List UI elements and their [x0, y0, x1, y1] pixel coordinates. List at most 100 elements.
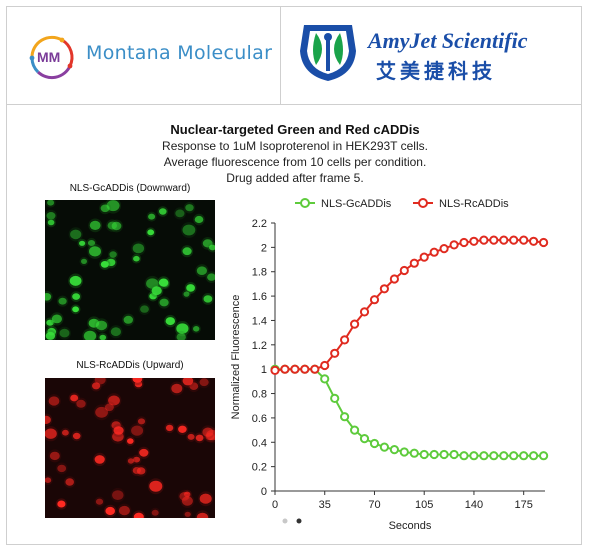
- cell-nucleus: [123, 315, 133, 324]
- red-series-point: [539, 237, 549, 248]
- cell-nucleus: [182, 224, 196, 236]
- green-series-point: [529, 451, 539, 461]
- cell-nucleus: [70, 394, 79, 402]
- red-series-point: [499, 235, 509, 245]
- page-indicator-dot: [282, 518, 288, 524]
- red-series-point: [439, 244, 449, 254]
- y-axis-label: Normalized Fluorescence: [230, 295, 242, 420]
- figure-frame: [6, 6, 582, 545]
- red-series-point: [509, 235, 519, 245]
- green-series-point: [519, 451, 529, 461]
- cell-nucleus: [175, 209, 185, 218]
- red-series-point: [369, 295, 380, 305]
- cell-nucleus: [72, 293, 80, 300]
- cell-nucleus: [202, 427, 214, 437]
- red-series-point: [459, 237, 469, 248]
- green-series-point: [350, 425, 360, 435]
- red-series-point: [310, 364, 320, 374]
- legend-item-red-series: NLS-RcADDis: [413, 198, 509, 210]
- cell-nucleus: [72, 306, 79, 313]
- x-tick-label: 70: [368, 499, 380, 511]
- cell-nucleus: [95, 498, 104, 505]
- cell-nucleus: [118, 505, 130, 516]
- green-series-point: [459, 451, 469, 461]
- cell-nucleus: [137, 418, 146, 425]
- cell-nucleus: [207, 273, 215, 281]
- cell-nucleus: [131, 425, 144, 436]
- cell-nucleus: [83, 330, 97, 340]
- green-series-line: [275, 368, 544, 457]
- cell-nucleus: [187, 433, 195, 440]
- cell-nucleus: [100, 261, 109, 268]
- cell-nucleus: [195, 434, 204, 442]
- cell-nucleus: [45, 331, 56, 340]
- cell-nucleus: [193, 326, 200, 332]
- red-series-point: [449, 240, 459, 250]
- y-tick-label: 1.2: [252, 340, 267, 352]
- green-image-label: NLS-GcADDis (Downward): [69, 183, 191, 194]
- cell-nucleus: [69, 275, 82, 286]
- cell-nucleus: [133, 456, 141, 463]
- logo-row: [6, 6, 582, 105]
- cell-nucleus: [47, 219, 55, 226]
- red-series-point: [290, 364, 300, 374]
- y-tick-label: 0: [261, 486, 267, 498]
- cell-nucleus: [159, 208, 167, 215]
- cell-nucleus: [62, 429, 69, 436]
- red-series-point: [350, 319, 360, 329]
- cell-nucleus: [196, 512, 209, 518]
- figure-title: Nuclear-targeted Green and Red cADDis: [170, 122, 420, 137]
- red-series-point: [320, 360, 330, 371]
- cell-nucleus: [100, 204, 110, 213]
- cell-nucleus: [58, 297, 67, 305]
- cell-nucleus: [181, 496, 193, 506]
- cell-nucleus: [132, 378, 143, 383]
- montana-molecular-logo-icon: MM: [29, 35, 74, 80]
- green-series-point: [539, 451, 549, 461]
- red-series-point: [429, 247, 439, 257]
- cell-nucleus: [45, 415, 51, 424]
- green-series-point: [419, 449, 429, 460]
- cell-nucleus: [94, 455, 105, 464]
- cell-nucleus: [158, 278, 169, 287]
- cell-nucleus: [178, 425, 187, 433]
- cell-nucleus: [109, 251, 117, 258]
- red-series-point: [330, 348, 340, 358]
- cell-nucleus: [112, 490, 124, 500]
- amyjet-name: AmyJet Scientific: [368, 28, 528, 53]
- legend-label: NLS-RcADDis: [439, 198, 509, 210]
- cell-nucleus: [149, 480, 163, 492]
- red-series-point: [409, 258, 419, 268]
- cell-nucleus: [70, 229, 82, 240]
- red-microscopy-image: [45, 378, 215, 518]
- green-series-point: [409, 448, 419, 458]
- red-series-point: [529, 236, 539, 246]
- cell-nucleus: [182, 378, 194, 386]
- cell-nucleus: [199, 378, 209, 387]
- green-series-point: [369, 438, 380, 449]
- fluorescence-line-chart: 0 0.2 0.4 0.6 0.8 1 1.2 1.4 1.6 1.8 2 2.2 0 35 70 105 14…: [230, 198, 549, 532]
- cell-nucleus: [151, 286, 162, 296]
- cell-nucleus: [127, 458, 134, 464]
- amyjet-chinese-name: 艾美捷科技: [376, 59, 496, 83]
- cell-nucleus: [199, 493, 212, 504]
- cell-nucleus: [182, 247, 192, 256]
- cell-nucleus: [46, 212, 56, 220]
- x-axis-label: Seconds: [389, 520, 432, 532]
- cell-nucleus: [176, 333, 186, 340]
- cell-nucleus: [203, 295, 213, 303]
- cell-nucleus: [48, 396, 60, 406]
- y-tick-label: 0.4: [252, 437, 267, 449]
- amyjet-logo-icon: [300, 25, 356, 81]
- red-series-point: [359, 307, 370, 317]
- green-series-point: [499, 451, 509, 461]
- cell-nucleus: [110, 327, 121, 337]
- cell-nucleus: [45, 293, 52, 301]
- cell-nucleus: [89, 220, 101, 230]
- red-series-point: [340, 335, 350, 345]
- cell-nucleus: [104, 403, 114, 412]
- cell-nucleus: [159, 298, 169, 307]
- red-series-point: [469, 236, 479, 246]
- green-series-point: [320, 374, 330, 384]
- cell-nucleus: [57, 464, 67, 473]
